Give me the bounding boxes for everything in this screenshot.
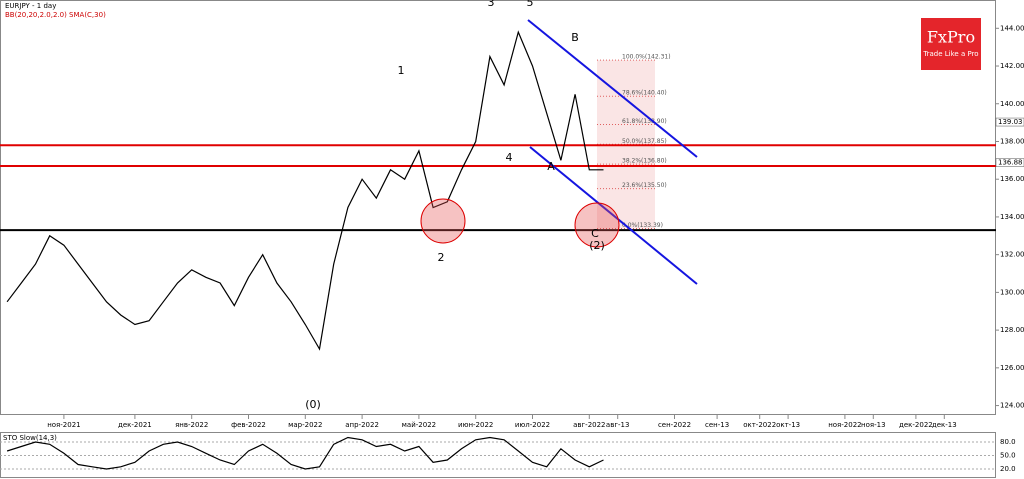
wave-label: B (571, 31, 579, 44)
x-tick-label: июл-2022 (515, 421, 550, 429)
y-tick-label: 128.00 (1000, 326, 1024, 334)
x-tick-label: ноя-2022 (828, 421, 861, 429)
x-tick-label: сен-13 (705, 421, 729, 429)
y-tick-label: 136.00 (1000, 175, 1024, 183)
wave-label: 1 (398, 64, 405, 77)
fib-label: 0.0%(133.39) (622, 222, 663, 229)
wave-label: 2 (438, 251, 445, 264)
fib-label: 23.6%(135.50) (622, 182, 667, 189)
price-line (6, 30, 604, 351)
fib-label: 61.8%(138.90) (622, 118, 667, 125)
x-tick-label: дек-2022 (899, 421, 933, 429)
wave-label: A (547, 160, 555, 173)
y-tick-label: 132.00 (1000, 251, 1024, 259)
x-tick-label: дек-13 (932, 421, 957, 429)
fib-label: 78.6%(140.40) (622, 90, 667, 97)
logo-box (921, 18, 981, 70)
y-tick-label: 134.00 (1000, 213, 1024, 221)
price-label-box (995, 117, 1024, 127)
x-tick-label: окт-13 (776, 421, 800, 429)
main-panel (0, 0, 996, 415)
sto-title: STO Slow(14,3) (3, 434, 57, 442)
wave-label: 3 (488, 0, 495, 9)
y-tick-label: 130.00 (1000, 288, 1024, 296)
y-tick-label: 126.00 (1000, 364, 1024, 372)
x-tick-label: сен-2022 (658, 421, 691, 429)
channel-line (529, 146, 698, 285)
x-tick-label: авг-13 (606, 421, 630, 429)
logo: FxPro (927, 28, 975, 47)
highlight-circle (420, 198, 466, 244)
wave-label: (2) (589, 239, 605, 252)
x-tick-label: фев-2022 (231, 421, 266, 429)
sto-tick-label: 50.0 (1000, 452, 1016, 460)
x-tick-label: дек-2021 (118, 421, 152, 429)
x-tick-label: мар-2022 (288, 421, 322, 429)
wave-label: 5 (527, 0, 534, 9)
x-tick-label: авг-2022 (573, 421, 605, 429)
x-tick-label: май-2022 (402, 421, 436, 429)
price-label: 139.03 (998, 118, 1023, 126)
y-tick-label: 140.00 (1000, 100, 1024, 108)
wave-label: C (591, 227, 599, 240)
price-line (6, 436, 604, 470)
y-tick-label: 124.00 (1000, 402, 1024, 410)
chart-subtitle: BB(20,20,2.0,2.0) SMA(C,30) (5, 11, 106, 19)
logo-slogan: Trade Like a Pro (922, 50, 978, 58)
y-tick-label: 144.00 (1000, 24, 1024, 32)
highlight-circle (574, 202, 620, 248)
fib-label: 38.2%(136.80) (622, 158, 667, 165)
fib-label: 100.0%(142.31) (622, 54, 671, 61)
x-tick-label: апр-2022 (345, 421, 379, 429)
wave-label: (0) (305, 398, 321, 411)
channel-line (527, 19, 698, 158)
x-tick-label: ноя-2021 (47, 421, 80, 429)
plot-layer: 100.0%(142.31) 78.6%(140.40) 61.8%(138.90)… (0, 24, 1024, 473)
sto-tick-label: 20.0 (1000, 465, 1016, 473)
price-label: 136.88 (998, 159, 1023, 167)
x-tick-label: июн-2022 (458, 421, 493, 429)
sto-tick-label: 80.0 (1000, 438, 1016, 446)
y-tick-label: 138.00 (1000, 137, 1024, 145)
x-tick-label: янв-2022 (175, 421, 208, 429)
fib-label: 50.0%(137.85) (622, 138, 667, 145)
x-tick-label: ноя-13 (861, 421, 886, 429)
chart-title: EURJPY - 1 day (5, 2, 56, 10)
y-tick-label: 142.00 (1000, 62, 1024, 70)
wave-label: 4 (506, 151, 513, 164)
price-label-box (995, 158, 1024, 167)
x-tick-label: окт-2022 (743, 421, 776, 429)
